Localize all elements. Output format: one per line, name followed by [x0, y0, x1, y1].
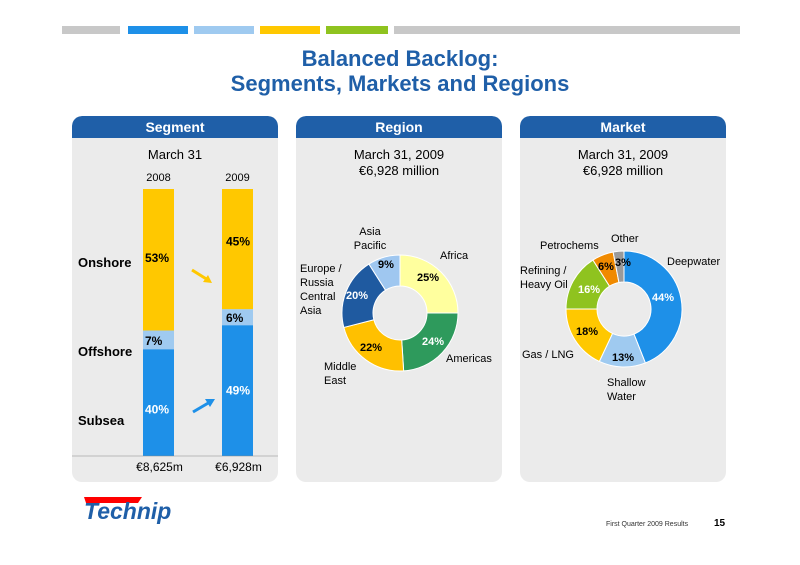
- region-panel: Region March 31, 2009 €6,928 million: [296, 116, 502, 482]
- region-subtitle-amount: €6,928 million: [358, 163, 440, 178]
- title-line-1: Balanced Backlog:: [301, 46, 499, 71]
- region-panel-header: Region: [296, 116, 502, 138]
- technip-logo-mark: Technip: [84, 497, 171, 524]
- region-subtitle-date: March 31, 2009: [353, 147, 445, 162]
- page-title: Balanced Backlog: Segments, Markets and …: [0, 46, 800, 96]
- title-line-2: Segments, Markets and Regions: [230, 71, 570, 96]
- market-panel: Market March 31, 2009 €6,928 million: [520, 116, 726, 482]
- technip-logo: Technip: [82, 494, 182, 533]
- market-panel-header: Market: [520, 116, 726, 138]
- strip-gray-right: [394, 26, 740, 34]
- segment-subtitle: March 31: [147, 147, 203, 162]
- strip-yellow: [260, 26, 320, 34]
- market-subtitle-date: March 31, 2009: [577, 147, 669, 162]
- market-subtitle-amount: €6,928 million: [582, 163, 664, 178]
- svg-text:Technip: Technip: [84, 498, 171, 524]
- footer-text: First Quarter 2009 Results: [606, 521, 689, 528]
- top-color-strip: [62, 26, 740, 34]
- market-subtitle: March 31, 2009 €6,928 million: [520, 147, 726, 179]
- strip-light-blue: [194, 26, 254, 34]
- strip-green: [326, 26, 388, 34]
- strip-gray-left: [62, 26, 120, 34]
- page-number: 15: [714, 518, 726, 529]
- segment-panel-header: Segment: [72, 116, 278, 138]
- segment-panel: Segment March 31: [72, 116, 278, 482]
- region-subtitle: March 31, 2009 €6,928 million: [296, 147, 502, 179]
- strip-blue: [128, 26, 188, 34]
